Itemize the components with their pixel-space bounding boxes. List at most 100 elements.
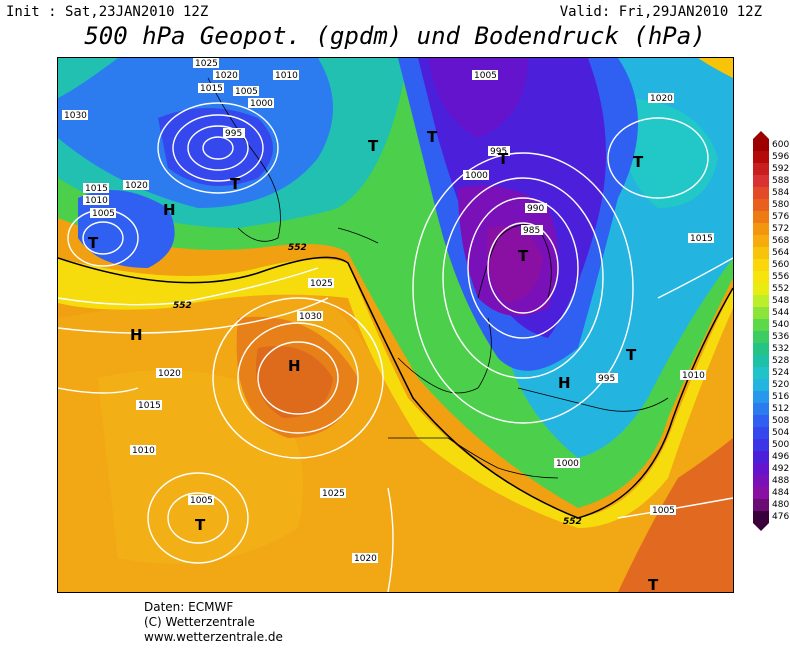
legend-value: 528	[772, 356, 790, 366]
coast-iceland	[337, 227, 379, 244]
legend-value: 488	[772, 476, 790, 486]
center-marker: T	[427, 128, 438, 146]
isobar-azores-1	[237, 322, 359, 434]
isobar-label: 1015	[83, 183, 109, 194]
isobar-westlow-2	[82, 221, 124, 255]
legend-value: 532	[772, 344, 790, 354]
svg-text:1010: 1010	[275, 71, 298, 81]
center-marker: T	[648, 576, 659, 592]
isobar-label: 995	[488, 146, 510, 157]
svg-text:1020: 1020	[215, 71, 238, 81]
isobar-label: 995	[596, 373, 618, 384]
isobar-label: 1020	[156, 368, 182, 379]
legend-swatch: 488	[753, 475, 789, 487]
coast-mediterranean	[517, 387, 669, 412]
isobar-label: 1005	[650, 505, 676, 516]
legend-value: 596	[772, 152, 790, 162]
svg-text:1015: 1015	[690, 234, 713, 244]
isobar-label: 1030	[297, 311, 323, 322]
isobar-azores-2	[257, 341, 339, 415]
legend-value: 548	[772, 296, 790, 306]
legend-swatch: 504	[753, 427, 789, 439]
svg-text:990: 990	[527, 204, 544, 214]
svg-text:1005: 1005	[92, 209, 115, 219]
footer-data-source: Daten: ECMWF	[144, 600, 234, 614]
coast-north-africa	[387, 437, 559, 479]
legend-value: 568	[772, 236, 790, 246]
svg-text:995: 995	[225, 129, 242, 139]
legend-value: 592	[772, 164, 790, 174]
legend-value: 560	[772, 260, 790, 270]
legend-swatch: 512	[753, 403, 789, 415]
fill-deep-blue-greenland	[158, 108, 273, 186]
svg-text:1020: 1020	[650, 94, 673, 104]
isobar-atlantic-1	[58, 267, 319, 306]
map-title: 500 hPa Geopot. (gpdm) und Bodendruck (h…	[84, 22, 706, 50]
legend-swatch: 540	[753, 319, 789, 331]
legend-value: 540	[772, 320, 790, 330]
valid-time: Valid: Fri,29JAN2010 12Z	[559, 4, 762, 20]
isobar-label: 1000	[463, 170, 489, 181]
svg-text:1010: 1010	[85, 196, 108, 206]
center-marker: T	[498, 150, 509, 168]
legend-value: 580	[772, 200, 790, 210]
svg-text:1025: 1025	[195, 59, 218, 69]
isobar-ne-1	[607, 117, 709, 199]
pressure-centers: H H H H T T T T T T T T T T	[88, 128, 659, 592]
svg-text:1000: 1000	[250, 99, 273, 109]
legend-value: 556	[772, 272, 790, 282]
legend-value: 572	[772, 224, 790, 234]
contour-552	[58, 256, 733, 519]
legend-swatch: 516	[753, 391, 789, 403]
legend-swatch: 500	[753, 439, 789, 451]
svg-text:995: 995	[490, 147, 507, 157]
isobar-label: 990	[525, 203, 547, 214]
isobar-label: 1015	[688, 233, 714, 244]
legend-swatch: 556	[753, 271, 789, 283]
legend-value: 552	[772, 284, 790, 294]
isobar-west-1	[58, 387, 139, 394]
legend-swatch: 508	[753, 415, 789, 427]
isobar-greenland-1	[157, 102, 279, 194]
legend-swatch: 544	[753, 307, 789, 319]
legend-value: 600	[772, 140, 790, 150]
isobar-label: 1025	[320, 488, 346, 499]
legend-swatch: 572	[753, 223, 789, 235]
isobar-greenland-3	[187, 125, 249, 171]
label-552-c: 552	[563, 517, 582, 527]
footer-copyright: (C) Wetterzentrale	[144, 615, 255, 629]
isobar-label: 1015	[198, 83, 224, 94]
isobar-scand-1	[487, 222, 559, 314]
isobar-label: 1025	[193, 58, 219, 69]
svg-text:1005: 1005	[235, 87, 258, 97]
legend-value: 492	[772, 464, 790, 474]
svg-text:1020: 1020	[158, 369, 181, 379]
svg-text:1025: 1025	[310, 279, 333, 289]
svg-text:1015: 1015	[85, 184, 108, 194]
isobar-east-1	[657, 257, 733, 299]
legend-swatch: 560	[753, 259, 789, 271]
legend-value: 588	[772, 176, 790, 186]
svg-text:1030: 1030	[299, 312, 322, 322]
legend-swatch: 564	[753, 247, 789, 259]
legend-swatch: 476	[753, 511, 789, 523]
svg-text:1020: 1020	[125, 181, 148, 191]
isobar-label: 1010	[273, 70, 299, 81]
center-marker: T	[230, 175, 241, 193]
coast-western-europe	[397, 317, 492, 394]
center-marker: T	[368, 137, 379, 155]
legend-swatch: 576	[753, 211, 789, 223]
isobar-label: 1005	[472, 70, 498, 81]
center-marker: T	[195, 516, 206, 534]
isobar-scand-3	[442, 177, 604, 379]
legend-swatch: 484	[753, 487, 789, 499]
svg-text:1000: 1000	[556, 459, 579, 469]
legend-swatch: 496	[753, 451, 789, 463]
center-marker: H	[163, 201, 176, 219]
isobars	[58, 102, 733, 592]
svg-text:985: 985	[523, 226, 540, 236]
center-marker: T	[518, 247, 529, 265]
legend-value: 508	[772, 416, 790, 426]
isobar-scand-2	[467, 197, 579, 339]
legend-swatch: 552	[753, 283, 789, 295]
